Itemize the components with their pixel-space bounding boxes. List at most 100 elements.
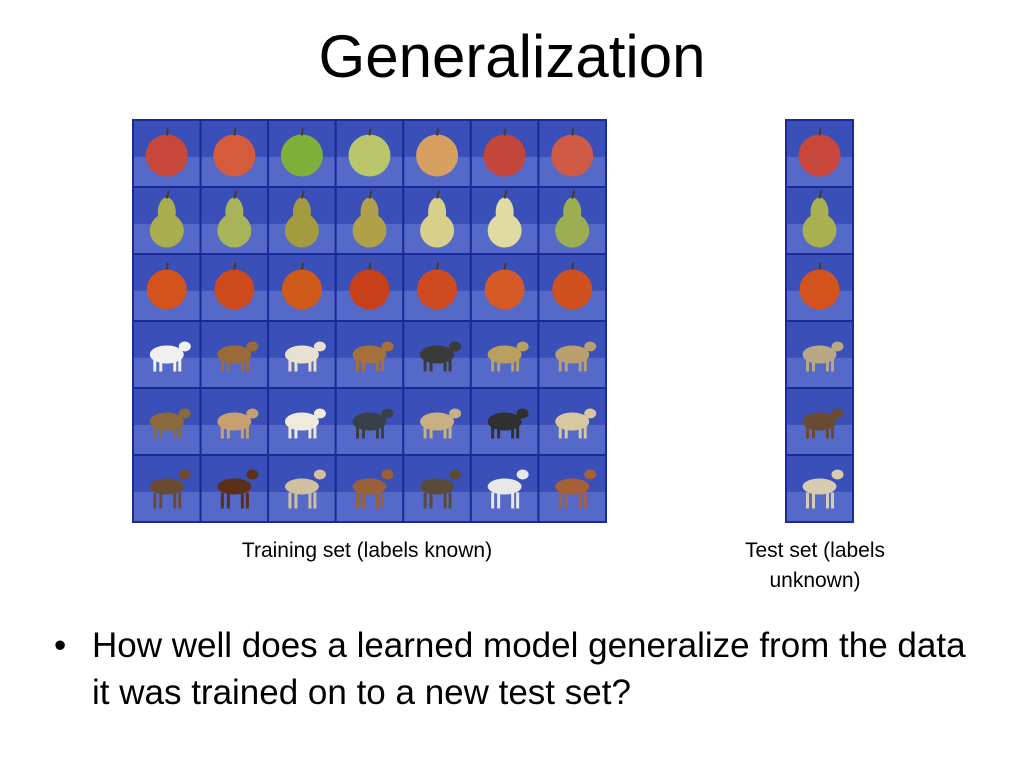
pear-body bbox=[149, 213, 184, 248]
head bbox=[516, 469, 529, 480]
thumbnail bbox=[402, 320, 472, 389]
head bbox=[449, 408, 462, 419]
apple bbox=[145, 134, 188, 177]
head bbox=[584, 341, 597, 352]
stem bbox=[818, 128, 822, 136]
apple bbox=[280, 134, 323, 177]
stem bbox=[368, 190, 373, 199]
thumbnail bbox=[199, 320, 270, 389]
pear-top bbox=[495, 197, 514, 228]
pear-top bbox=[563, 197, 582, 228]
head bbox=[178, 408, 191, 419]
thumbnail bbox=[469, 186, 540, 255]
thumbnail bbox=[537, 186, 608, 255]
thumbnail bbox=[267, 253, 337, 322]
thumbnail bbox=[537, 320, 608, 389]
pear-top bbox=[360, 197, 379, 228]
stem bbox=[233, 262, 237, 270]
stem bbox=[300, 262, 304, 270]
body bbox=[802, 478, 837, 495]
thumbnail bbox=[334, 454, 405, 523]
bullet-text: How well does a learned model generalize… bbox=[92, 626, 966, 712]
thumbnail bbox=[132, 387, 202, 456]
pear-top bbox=[428, 197, 447, 228]
stem bbox=[368, 128, 372, 136]
test-caption: Test set (labels unknown) bbox=[744, 539, 886, 592]
tomato bbox=[417, 269, 458, 310]
stem bbox=[503, 190, 508, 199]
pear-top bbox=[292, 197, 311, 228]
thumbnail bbox=[132, 320, 202, 389]
apple bbox=[483, 134, 526, 177]
thumbnail bbox=[267, 119, 337, 188]
apple bbox=[348, 134, 391, 177]
thumb-floor bbox=[269, 491, 335, 521]
apple bbox=[213, 134, 256, 177]
tomato bbox=[214, 269, 255, 310]
thumb-floor bbox=[336, 491, 403, 521]
thumbnail bbox=[469, 454, 540, 523]
head bbox=[381, 341, 394, 352]
head bbox=[313, 341, 326, 352]
apple bbox=[551, 134, 594, 177]
stem bbox=[436, 262, 440, 270]
stem bbox=[165, 190, 170, 199]
thumbnail bbox=[402, 387, 472, 456]
head bbox=[584, 408, 597, 419]
stem bbox=[368, 262, 372, 270]
thumbnail bbox=[199, 454, 270, 523]
stem bbox=[571, 190, 576, 199]
pear-top bbox=[810, 197, 829, 228]
pear-body bbox=[352, 213, 387, 248]
thumbnail bbox=[402, 186, 472, 255]
thumbnail bbox=[334, 119, 405, 188]
stem bbox=[300, 190, 305, 199]
pear-body bbox=[802, 213, 837, 248]
thumbnail bbox=[402, 253, 472, 322]
pear-top bbox=[225, 197, 244, 228]
stem bbox=[165, 128, 169, 136]
thumbnail bbox=[199, 186, 270, 255]
pear-body bbox=[420, 213, 455, 248]
thumbnail bbox=[267, 387, 337, 456]
pear-body bbox=[217, 213, 252, 248]
thumbnail bbox=[402, 119, 472, 188]
thumb-floor bbox=[539, 491, 605, 521]
head bbox=[313, 408, 326, 419]
head bbox=[831, 469, 844, 480]
thumb-floor bbox=[134, 491, 200, 521]
pear-body bbox=[487, 213, 522, 248]
thumbnail bbox=[334, 186, 405, 255]
thumbnail bbox=[537, 387, 608, 456]
head bbox=[381, 469, 394, 480]
body bbox=[352, 478, 387, 495]
tomato bbox=[552, 269, 593, 310]
stem bbox=[818, 190, 823, 199]
thumbnail bbox=[785, 320, 854, 389]
thumbnail bbox=[402, 454, 472, 523]
body bbox=[149, 478, 184, 495]
head bbox=[313, 469, 326, 480]
apple bbox=[416, 134, 459, 177]
thumb-floor bbox=[787, 491, 852, 521]
stem bbox=[436, 128, 440, 136]
head bbox=[178, 469, 191, 480]
stem bbox=[233, 190, 238, 199]
body bbox=[487, 478, 522, 495]
head bbox=[831, 408, 844, 419]
head bbox=[516, 341, 529, 352]
thumbnail bbox=[334, 253, 405, 322]
thumbnail bbox=[537, 454, 608, 523]
head bbox=[831, 341, 844, 352]
thumbnail bbox=[132, 186, 202, 255]
thumbnail bbox=[785, 186, 854, 255]
thumbnail bbox=[469, 387, 540, 456]
tomato bbox=[281, 269, 322, 310]
tomato bbox=[146, 269, 187, 310]
thumbnail bbox=[785, 253, 854, 322]
pear-body bbox=[555, 213, 590, 248]
thumb-floor bbox=[471, 491, 538, 521]
body bbox=[284, 478, 319, 495]
